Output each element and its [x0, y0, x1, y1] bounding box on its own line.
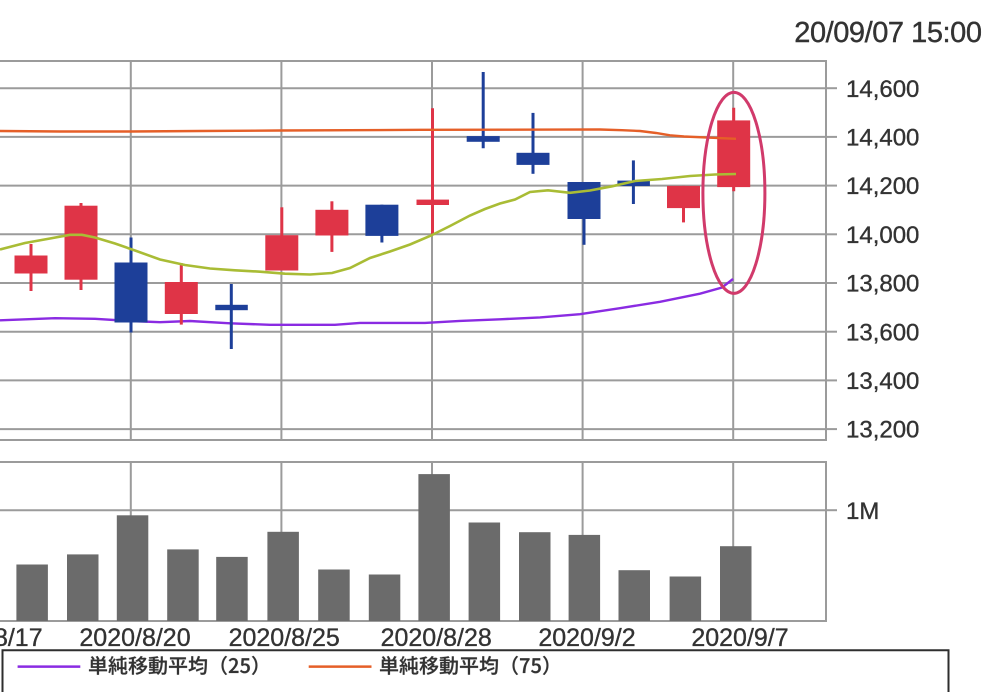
- svg-text:2020/8/28: 2020/8/28: [381, 624, 492, 652]
- svg-text:2020/9/2: 2020/9/2: [538, 624, 635, 652]
- svg-text:14,600: 14,600: [846, 76, 919, 103]
- svg-text:20/09/07 15:00: 20/09/07 15:00: [794, 17, 981, 49]
- svg-text:1M: 1M: [846, 498, 879, 525]
- svg-text:13,200: 13,200: [846, 417, 919, 444]
- svg-text:2020/8/17: 2020/8/17: [0, 624, 43, 652]
- svg-text:2020/8/20: 2020/8/20: [79, 624, 190, 652]
- svg-text:13,800: 13,800: [846, 271, 919, 298]
- svg-text:13,600: 13,600: [846, 319, 919, 346]
- svg-text:14,200: 14,200: [846, 173, 919, 200]
- svg-text:2020/8/25: 2020/8/25: [229, 624, 340, 652]
- svg-text:13,400: 13,400: [846, 368, 919, 395]
- svg-text:2020/9/7: 2020/9/7: [691, 624, 788, 652]
- svg-text:14,400: 14,400: [846, 125, 919, 152]
- svg-text:14,000: 14,000: [846, 222, 919, 249]
